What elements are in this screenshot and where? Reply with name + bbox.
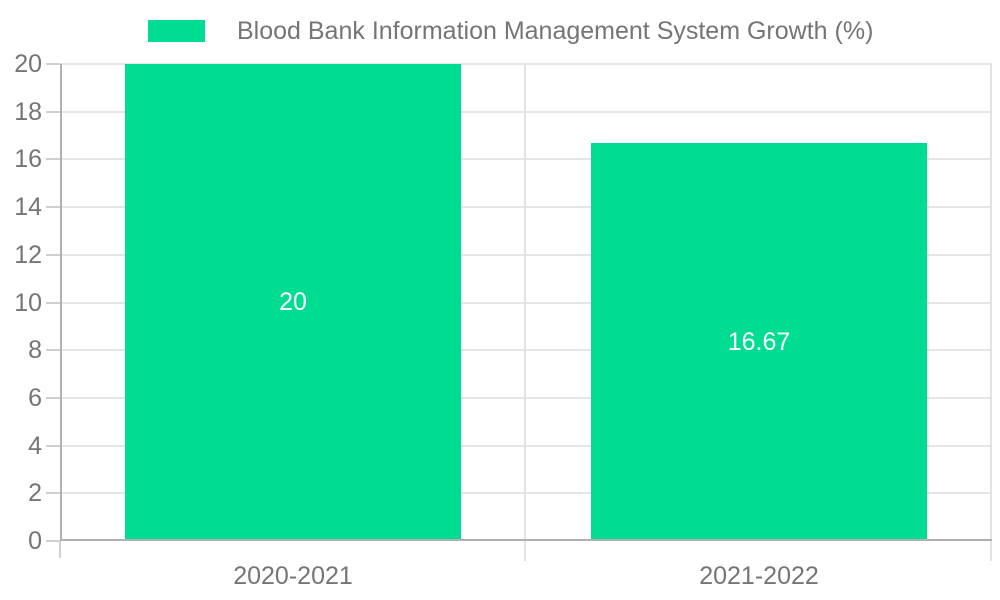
bar-value-label: 20 [279,288,307,316]
y-axis-tick-label: 12 [14,240,42,269]
bar: 20 [125,64,461,541]
y-axis-tick [46,253,60,256]
y-axis-tick-label: 0 [28,527,42,555]
plot-area: 20 16.67 [60,63,992,561]
y-axis-tick [46,396,60,399]
y-axis-tick [46,540,60,542]
y-axis-tick-label: 8 [28,336,42,365]
y-axis-line [60,64,62,541]
y-gridline [60,110,992,113]
y-axis-tick [46,349,60,352]
legend-series-label: Blood Bank Information Management System… [237,17,874,45]
y-axis-tick [46,158,60,161]
bar-value-label: 16.67 [727,327,791,356]
y-axis-tick-label: 18 [14,97,42,126]
bar: 16.67 [591,143,927,541]
y-gridline [60,492,992,495]
y-axis-tick [46,301,60,304]
y-axis-tick [46,110,60,113]
x-axis-tick [59,541,61,558]
y-gridline [60,253,992,256]
y-gridline [60,396,992,399]
legend-color-swatch [148,20,205,42]
y-axis-tick-label: 16 [14,145,42,174]
y-gridline [60,301,992,304]
y-gridline [60,206,992,209]
category-divider-line [990,64,992,561]
category-divider-line [524,64,526,561]
y-gridline [60,158,992,161]
x-axis-category-label: 2020-2021 [233,562,353,590]
y-axis-tick-label: 4 [28,431,42,460]
x-axis-category-label: 2021-2022 [699,562,819,590]
y-axis-tick-label: 10 [14,288,42,317]
y-axis-tick-label: 20 [14,50,42,78]
y-axis-tick-label: 6 [28,383,42,412]
y-axis-tick-label: 2 [28,479,42,508]
x-axis-baseline [60,539,992,541]
y-axis-tick [46,63,60,65]
y-axis-tick [46,206,60,209]
chart-legend: Blood Bank Information Management System… [148,17,874,45]
y-gridline [60,349,992,352]
y-gridline [60,444,992,447]
y-gridline [60,63,992,65]
y-axis-tick-label: 14 [14,193,42,222]
y-axis-tick [46,444,60,447]
y-axis-tick [46,492,60,495]
